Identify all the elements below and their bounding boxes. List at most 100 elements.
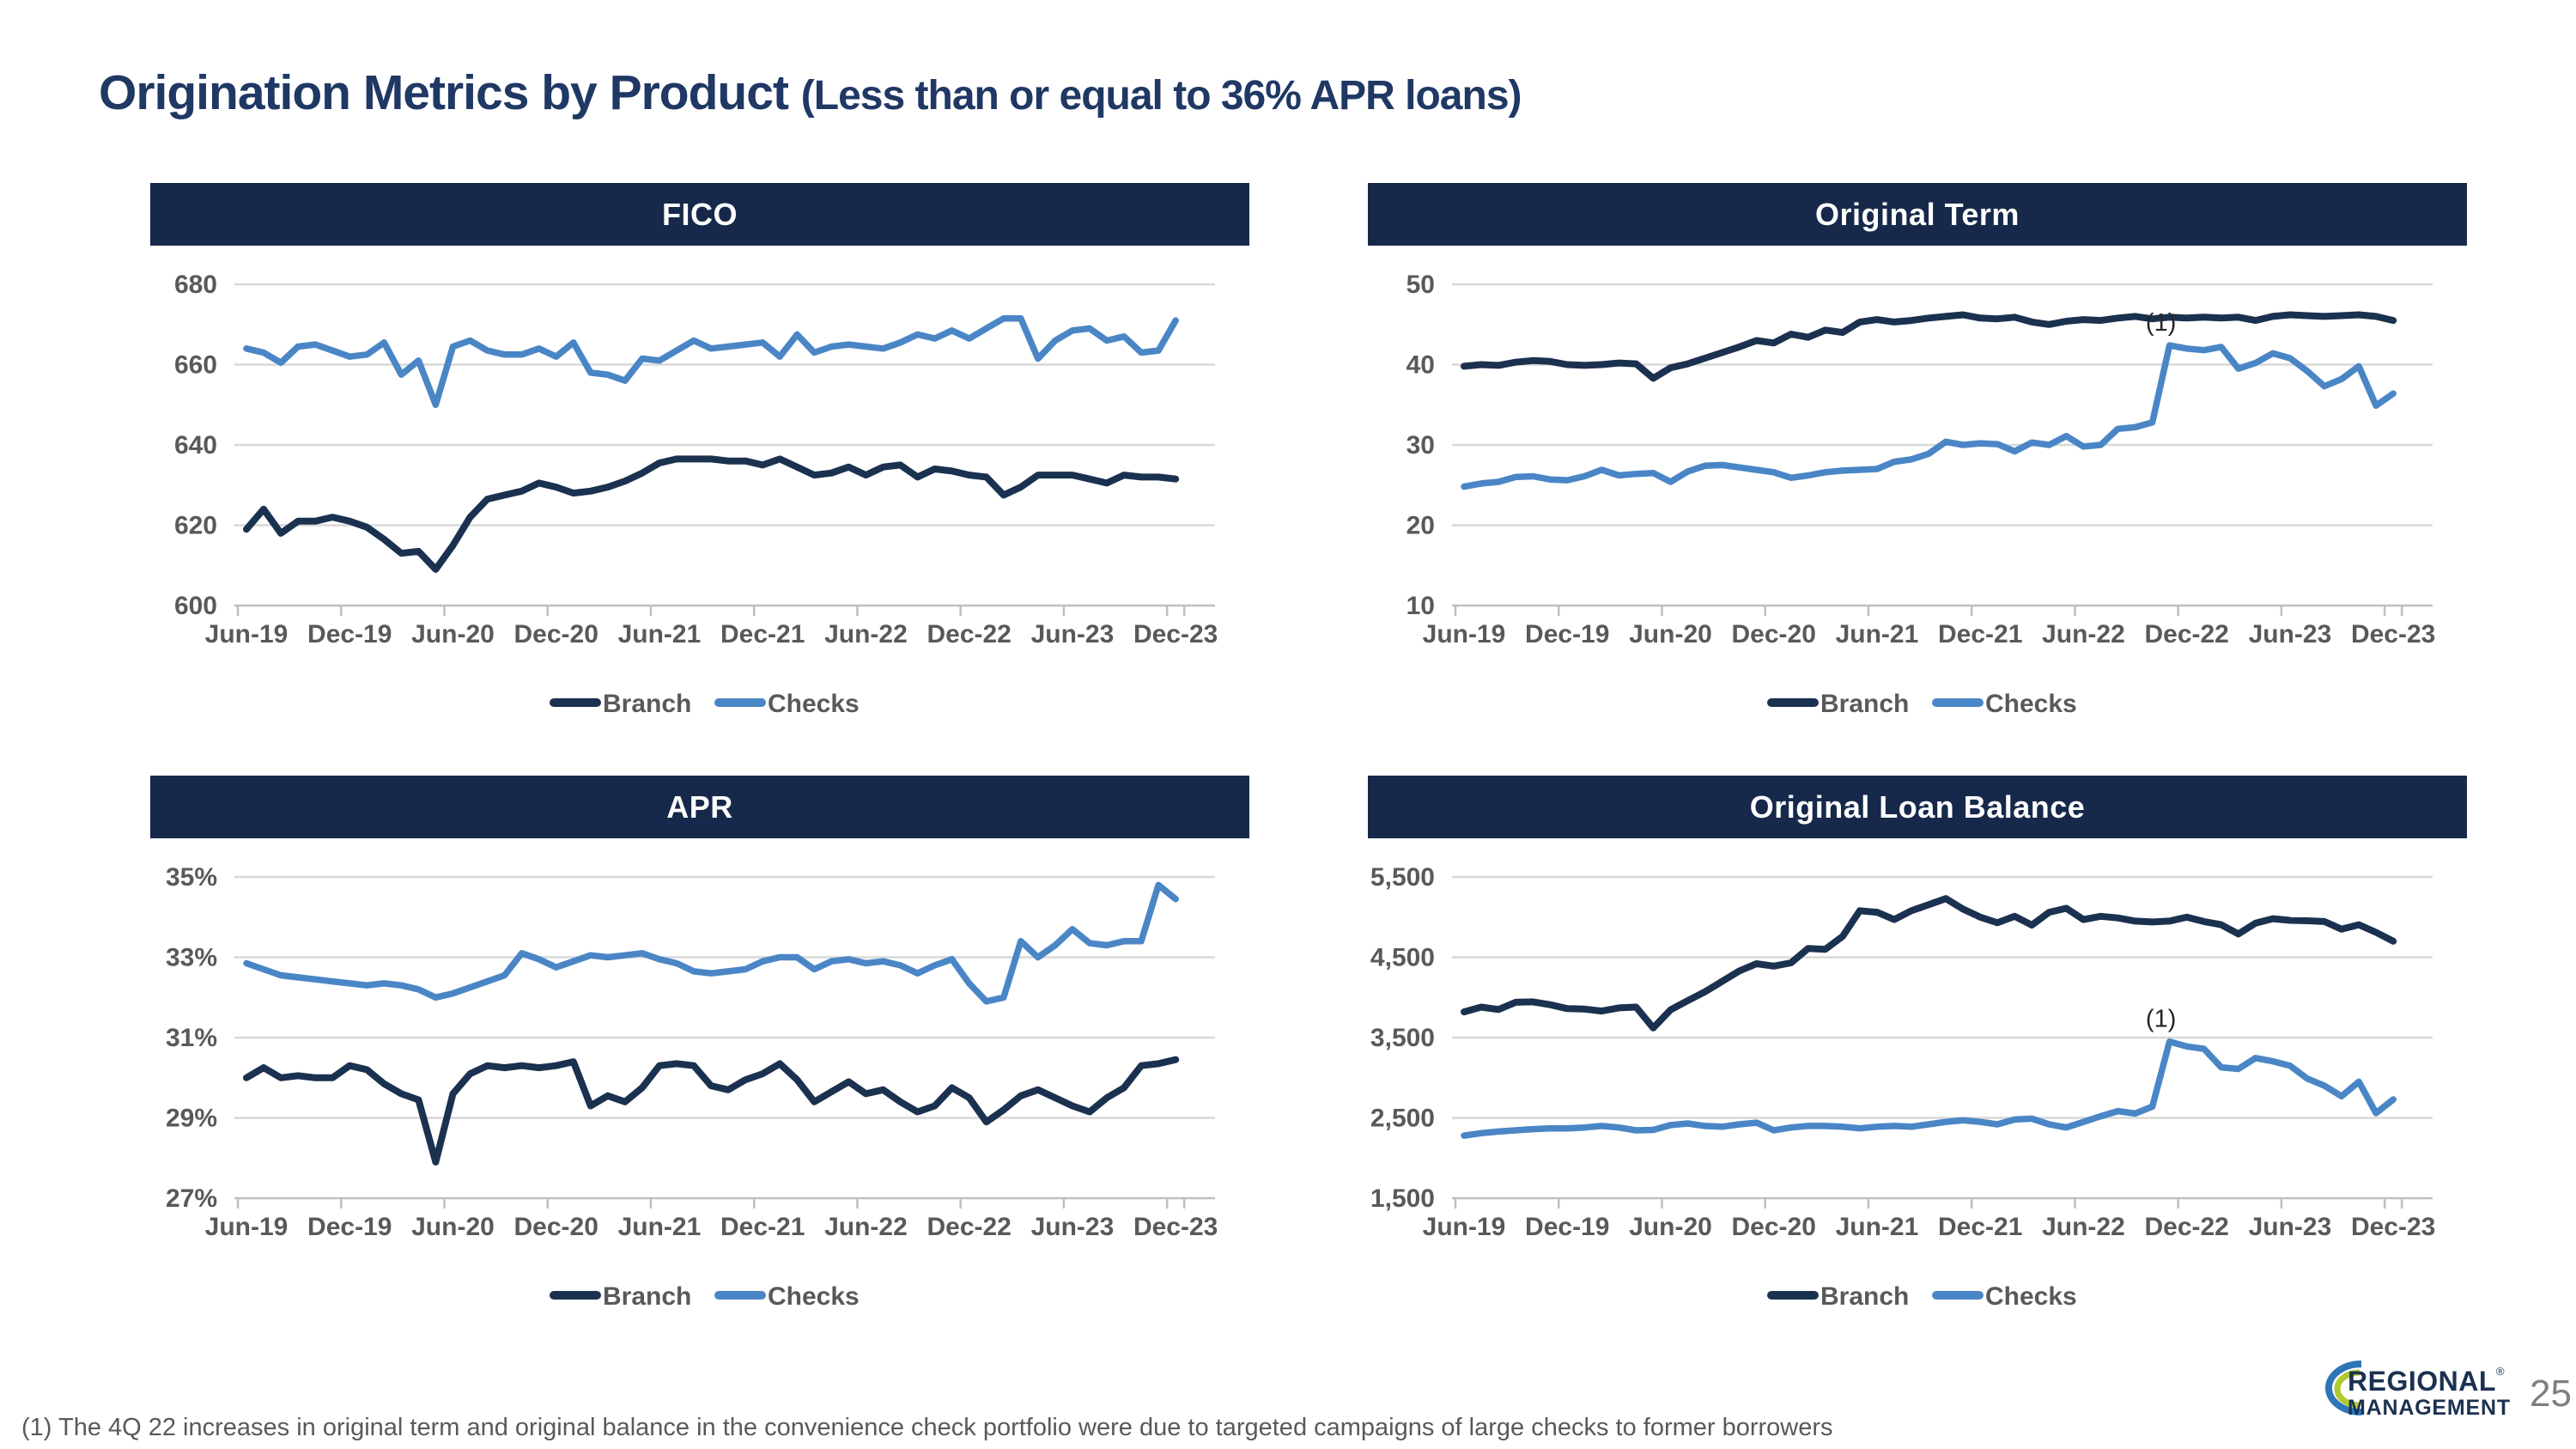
x-axis-label: Jun-21 bbox=[618, 1213, 702, 1241]
x-axis-label: Jun-20 bbox=[411, 1213, 495, 1241]
x-axis-label: Dec-23 bbox=[1133, 620, 1218, 648]
x-axis-label: Jun-23 bbox=[1031, 620, 1115, 648]
x-axis-label: Dec-21 bbox=[1938, 620, 2022, 648]
series-line-branch bbox=[1461, 311, 2397, 382]
x-axis-label: Jun-20 bbox=[1629, 1213, 1712, 1241]
y-axis-label: 600 bbox=[174, 592, 217, 620]
page-number: 25 bbox=[2530, 1373, 2572, 1415]
x-axis-label: Jun-23 bbox=[1031, 1213, 1115, 1241]
y-axis-label: 30 bbox=[1406, 431, 1435, 460]
company-logo-graphic: REGIONAL ® MANAGEMENT bbox=[2325, 1361, 2511, 1420]
annotation-footnote-marker: (1) bbox=[2146, 309, 2176, 337]
x-axis-label: Dec-22 bbox=[2144, 620, 2228, 648]
x-axis-label: Jun-21 bbox=[1836, 1213, 1919, 1241]
y-axis-label: 640 bbox=[174, 431, 217, 460]
series-line-checks bbox=[243, 314, 1179, 409]
legend-label-checks: Checks bbox=[1985, 690, 2077, 718]
series-line-checks bbox=[1461, 1038, 2397, 1139]
legend-label-branch: Branch bbox=[603, 690, 691, 718]
x-axis-label: Dec-20 bbox=[514, 620, 598, 648]
x-axis-label: Dec-23 bbox=[1133, 1213, 1218, 1241]
legend-label-checks: Checks bbox=[768, 690, 860, 718]
x-axis-label: Jun-22 bbox=[824, 1213, 908, 1241]
y-axis-label: 680 bbox=[174, 271, 217, 299]
series-line-checks bbox=[1461, 342, 2397, 490]
x-axis-label: Dec-22 bbox=[927, 1213, 1011, 1241]
y-axis-label: 660 bbox=[174, 351, 217, 380]
legend-label-branch: Branch bbox=[1820, 1282, 1909, 1311]
x-axis-label: Jun-23 bbox=[2249, 620, 2332, 648]
chart-header-original-term: Original Term bbox=[1368, 183, 2467, 246]
logo-text-line2: MANAGEMENT bbox=[2348, 1396, 2511, 1420]
x-axis-label: Dec-23 bbox=[2351, 1213, 2435, 1241]
x-axis-label: Dec-22 bbox=[927, 620, 1011, 648]
y-axis-label: 50 bbox=[1406, 271, 1435, 299]
page-title-qualifier: (Less than or equal to 36% APR loans) bbox=[800, 73, 1522, 119]
logo-text-line1: REGIONAL bbox=[2348, 1366, 2496, 1397]
series-line-branch bbox=[243, 1056, 1180, 1166]
chart-header-fico: FICO bbox=[150, 183, 1249, 246]
x-axis-label: Dec-19 bbox=[1525, 1213, 1609, 1241]
x-axis-label: Jun-22 bbox=[2042, 1213, 2125, 1241]
y-axis-label: 29% bbox=[166, 1105, 217, 1133]
x-axis-label: Jun-21 bbox=[618, 620, 702, 648]
series-line-checks bbox=[243, 881, 1179, 1005]
page-title-main: Origination Metrics by Product bbox=[99, 65, 789, 120]
legend-label-checks: Checks bbox=[1985, 1282, 2077, 1311]
y-axis-label: 40 bbox=[1406, 351, 1435, 380]
x-axis-label: Dec-21 bbox=[720, 620, 805, 648]
company-logo: REGIONAL ® MANAGEMENT bbox=[2300, 1360, 2530, 1431]
logo-green-swoosh-icon bbox=[2334, 1369, 2360, 1409]
y-axis-label: 2,500 bbox=[1370, 1105, 1435, 1133]
chart-canvas-apr: 35% 33% 31% 29% 27%Jun-19 Dec-19 Jun-20 Dec-20 J… bbox=[166, 863, 1218, 1311]
x-axis-label: Jun-21 bbox=[1836, 620, 1919, 648]
x-axis-label: Jun-19 bbox=[205, 620, 289, 648]
page-title: Origination Metrics by Product (Less tha… bbox=[99, 64, 1522, 121]
x-axis-label: Dec-21 bbox=[720, 1213, 805, 1241]
x-axis-label: Dec-22 bbox=[2144, 1213, 2228, 1241]
annotation-footnote-marker: (1) bbox=[2146, 1006, 2176, 1033]
y-axis-label: 1,500 bbox=[1370, 1184, 1435, 1213]
x-axis-label: Dec-19 bbox=[307, 1213, 392, 1241]
chart-panel-fico: FICO 680 660 640 620 600 Jun-19 Dec-19 Jun-20 De… bbox=[150, 183, 1249, 727]
legend-label-branch: Branch bbox=[1820, 690, 1909, 718]
y-axis-label: 35% bbox=[166, 863, 217, 892]
chart-header-apr: APR bbox=[150, 776, 1249, 838]
legend-label-branch: Branch bbox=[603, 1282, 691, 1311]
footnote: (1) The 4Q 22 increases in original term… bbox=[21, 1414, 1833, 1441]
x-axis-label: Dec-19 bbox=[1525, 620, 1609, 648]
y-axis-label: 27% bbox=[166, 1184, 217, 1213]
x-axis-label: Dec-20 bbox=[514, 1213, 598, 1241]
x-axis-label: Jun-19 bbox=[1423, 620, 1506, 648]
x-axis-label: Dec-20 bbox=[1732, 620, 1816, 648]
series-line-branch bbox=[1461, 895, 2397, 1032]
y-axis-label: 620 bbox=[174, 512, 217, 540]
chart-original-loan-balance: 5,500 4,500 3,500 2,500 1,500 Jun-19 Dec-19 Jun… bbox=[1368, 838, 2467, 1319]
legend-label-checks: Checks bbox=[768, 1282, 860, 1311]
chart-apr: 35% 33% 31% 29% 27% Jun-19 Dec-19 Jun-20 Dec-20 J… bbox=[150, 838, 1249, 1319]
logo-blue-swoosh-icon bbox=[2325, 1361, 2362, 1416]
x-axis-label: Jun-22 bbox=[824, 620, 908, 648]
x-axis-label: Dec-23 bbox=[2351, 620, 2435, 648]
x-axis-label: Dec-20 bbox=[1732, 1213, 1816, 1241]
x-axis-label: Jun-23 bbox=[2249, 1213, 2332, 1241]
x-axis-label: Dec-21 bbox=[1938, 1213, 2022, 1241]
series-line-branch bbox=[243, 455, 1180, 573]
logo-registered-mark: ® bbox=[2496, 1365, 2505, 1378]
chart-panel-original-loan-balance: Original Loan Balance 5,500 4,500 3,500 2,5… bbox=[1368, 776, 2467, 1319]
chart-panel-original-term: Original Term 50 40 30 20 10 Jun-19 Dec-19 Jun-… bbox=[1368, 183, 2467, 727]
chart-panel-apr: APR 35% 33% 31% 29% 27% Jun-19 Dec-19 Jun-20 Dec… bbox=[150, 776, 1249, 1319]
x-axis-label: Jun-20 bbox=[1629, 620, 1712, 648]
x-axis-label: Jun-19 bbox=[1423, 1213, 1506, 1241]
x-axis-label: Jun-22 bbox=[2042, 620, 2125, 648]
chart-original-term: 50 40 30 20 10 Jun-19 Dec-19 Jun-20 Dec-20 Jun-21… bbox=[1368, 246, 2467, 727]
x-axis-label: Jun-20 bbox=[411, 620, 495, 648]
y-axis-label: 5,500 bbox=[1370, 863, 1435, 892]
chart-fico: 680 660 640 620 600 Jun-19 Dec-19 Jun-20 Dec-20 J… bbox=[150, 246, 1249, 727]
y-axis-label: 4,500 bbox=[1370, 944, 1435, 972]
x-axis-label: Jun-19 bbox=[205, 1213, 289, 1241]
chart-header-original-loan-balance: Original Loan Balance bbox=[1368, 776, 2467, 838]
